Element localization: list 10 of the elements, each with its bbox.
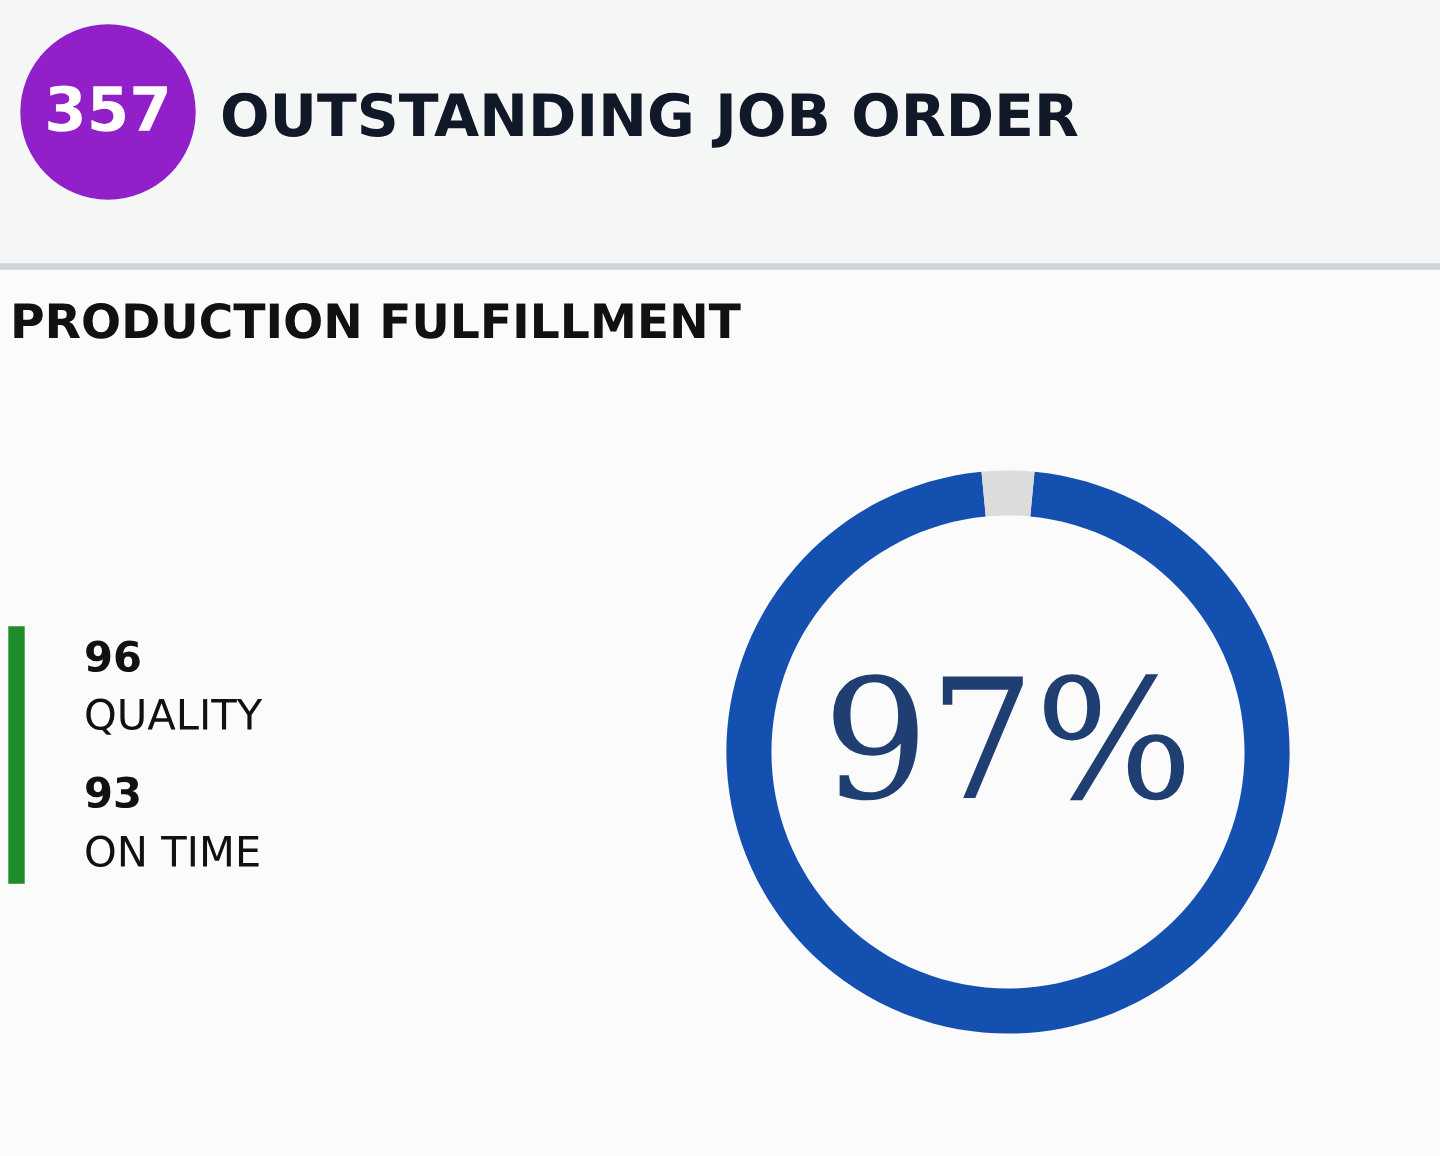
text: ON TIME [86,835,259,868]
text: 93 [86,776,139,809]
donut-slice [726,471,1290,1034]
chart-title: PRODUCTION FULFILLMENT [14,302,741,339]
text: QUALITY [86,698,263,735]
text: OUTSTANDING JOB ORDER [222,92,1078,148]
donut-slice [981,470,1035,517]
text: 357 [48,85,167,132]
text: 96 [86,640,140,673]
text: 97% [833,674,1185,801]
